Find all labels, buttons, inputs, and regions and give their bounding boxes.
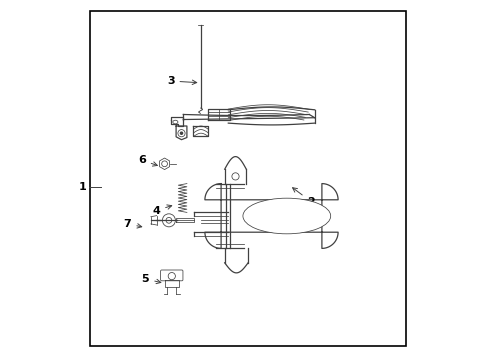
- Text: 3: 3: [166, 76, 196, 86]
- Ellipse shape: [243, 198, 330, 234]
- Text: 2: 2: [292, 188, 314, 207]
- Text: 1: 1: [78, 182, 86, 192]
- Circle shape: [162, 214, 175, 227]
- Text: 5: 5: [142, 274, 161, 284]
- Polygon shape: [204, 184, 337, 248]
- Bar: [89, 11, 406, 346]
- Text: 7: 7: [123, 219, 142, 229]
- Text: 4: 4: [152, 205, 171, 216]
- Ellipse shape: [172, 120, 178, 124]
- Text: 6: 6: [138, 155, 157, 166]
- FancyBboxPatch shape: [160, 270, 183, 281]
- Circle shape: [180, 132, 182, 134]
